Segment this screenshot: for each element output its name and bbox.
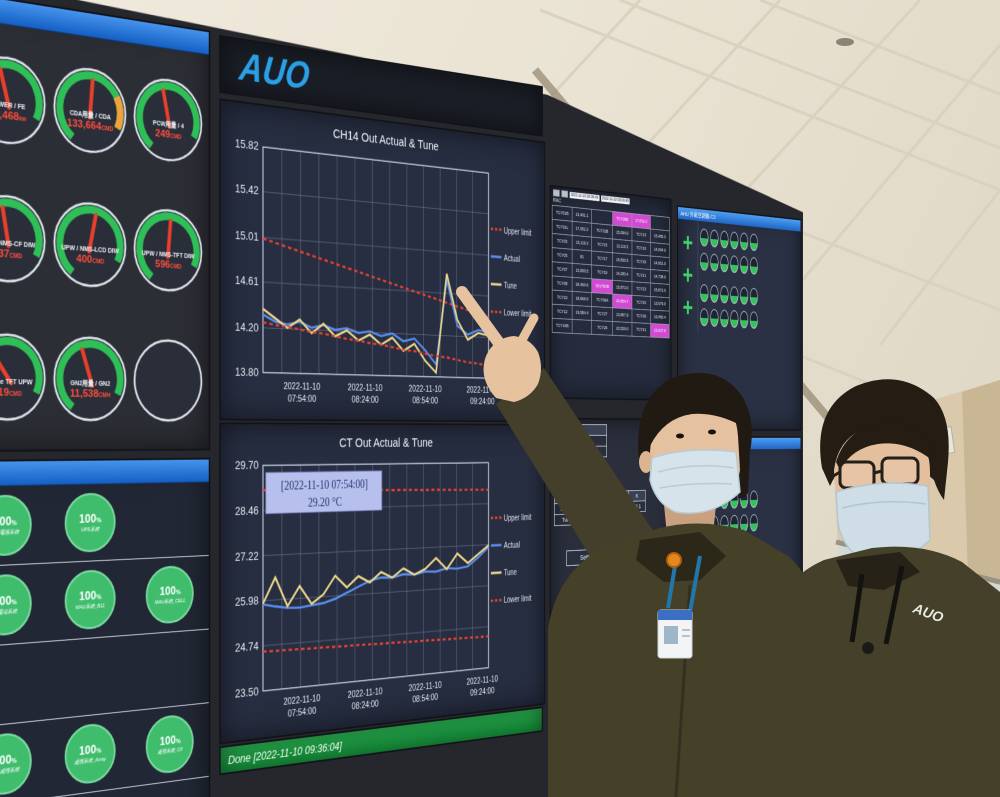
chart-ct-screen: CT Out Actual & Tune 29.70 28.46 27.22 25.98…: [219, 422, 546, 745]
eye: [676, 433, 684, 439]
svg-text:29.70: 29.70: [235, 459, 259, 472]
lanyard: [883, 565, 905, 645]
jacket-body: [548, 523, 818, 797]
svg-text:2022-11-10: 2022-11-10: [467, 675, 499, 688]
svg-text:2022-11-10: 2022-11-10: [467, 386, 499, 396]
svg-text:CT Out Actual & Tune: CT Out Actual & Tune: [339, 436, 433, 450]
jacket-body: [762, 546, 1000, 797]
gauge: POWER / FE 64,468kw: [0, 24, 50, 173]
svg-text:13.80: 13.80: [235, 365, 259, 379]
lanyard: [666, 559, 678, 609]
svg-text:[2022-11-10 07:54:00]: [2022-11-10 07:54:00]: [281, 478, 368, 493]
gauge-grid: POWER / FE 64,468kw CDA用量 / CDA 133,664CMD P…: [0, 18, 209, 452]
gauge: UPW / NMS-LCD DIW 400CMD: [50, 173, 130, 313]
svg-text:15.01: 15.01: [235, 229, 259, 244]
gauge: CDA用量 / CDA 133,664CMD: [50, 37, 130, 181]
lanyard: [688, 555, 702, 613]
svg-text:2022-11-10: 2022-11-10: [284, 382, 321, 393]
id-badge: [657, 609, 693, 659]
hair-fringe: [836, 422, 933, 470]
face-mask: [649, 449, 741, 514]
svg-text:24.74: 24.74: [235, 640, 259, 655]
person-pointing: [456, 286, 818, 797]
svg-text:Actual: Actual: [504, 541, 520, 551]
svg-text:08:24:00: 08:24:00: [352, 395, 379, 405]
wood-wall-edge: [962, 380, 1000, 585]
lanyard: [849, 573, 865, 643]
svg-text:28.46: 28.46: [235, 504, 259, 518]
svg-text:09:24:00: 09:24:00: [470, 397, 495, 407]
svg-text:Lower limit: Lower limit: [504, 594, 532, 605]
svg-text:14.61: 14.61: [235, 274, 259, 289]
svg-text:29.20 °C: 29.20 °C: [308, 494, 342, 508]
svg-text:27.22: 27.22: [235, 549, 259, 563]
mask-folds: [657, 465, 735, 489]
svg-text:07:54:00: 07:54:00: [288, 706, 317, 719]
svg-text:Actual: Actual: [504, 254, 520, 264]
svg-text:Upper limit: Upper limit: [504, 513, 532, 523]
svg-text:Tune: Tune: [504, 568, 517, 578]
svg-text:Lower limit: Lower limit: [504, 309, 532, 320]
gauge-screen: POWER / FE 64,468kw CDA用量 / CDA 133,664CMD P…: [0, 0, 211, 452]
hair-fringe: [648, 386, 742, 446]
svg-text:15.42: 15.42: [235, 182, 259, 197]
index-finger: [456, 286, 510, 356]
svg-text:2022-11-10: 2022-11-10: [348, 383, 383, 393]
svg-text:2022-11-10: 2022-11-10: [409, 681, 442, 694]
ceiling-detector: [836, 38, 854, 46]
lanyard-clip: [862, 642, 874, 654]
svg-text:2022-11-10: 2022-11-10: [348, 687, 383, 701]
gauge: PCW用量 / 4 249CMD: [130, 49, 206, 189]
thumb: [517, 313, 539, 345]
svg-text:23.50: 23.50: [235, 685, 259, 700]
svg-text:15.82: 15.82: [235, 137, 259, 153]
svg-text:08:54:00: 08:54:00: [412, 396, 438, 406]
svg-text:08:54:00: 08:54:00: [412, 693, 438, 705]
svg-text:Upper limit: Upper limit: [504, 226, 532, 238]
video-wall: POWER / FE 64,468kw CDA用量 / CDA 133,664CMD P…: [0, 0, 869, 797]
gauge: Organe TFT UPW 119CMD: [0, 305, 50, 446]
ear: [639, 451, 653, 473]
svg-text:2022-11-10: 2022-11-10: [284, 693, 321, 707]
gauge: [130, 313, 206, 445]
person-glasses: AUO: [762, 379, 1000, 797]
gauge: UPW / NMS-TFT DIW 596CMD: [130, 181, 206, 317]
eye: [708, 429, 716, 435]
svg-text:07:54:00: 07:54:00: [288, 394, 317, 404]
svg-text:09:24:00: 09:24:00: [470, 686, 495, 698]
mask-fold: [841, 501, 927, 509]
svg-text:2022-11-10: 2022-11-10: [409, 384, 442, 394]
gauge: GN2用量 / GN2 11,538CMH: [50, 309, 130, 445]
chart-ch14-screen: CH14 Out Actual & Tune 15.82 15.42 15.01 14.…: [219, 98, 546, 423]
svg-text:08:24:00: 08:24:00: [352, 699, 379, 712]
pointing-hand: [483, 336, 541, 402]
svg-text:Tune: Tune: [504, 281, 517, 291]
svg-text:14.20: 14.20: [235, 320, 259, 334]
svg-text:25.98: 25.98: [235, 594, 259, 609]
badge-reel: [666, 552, 682, 568]
